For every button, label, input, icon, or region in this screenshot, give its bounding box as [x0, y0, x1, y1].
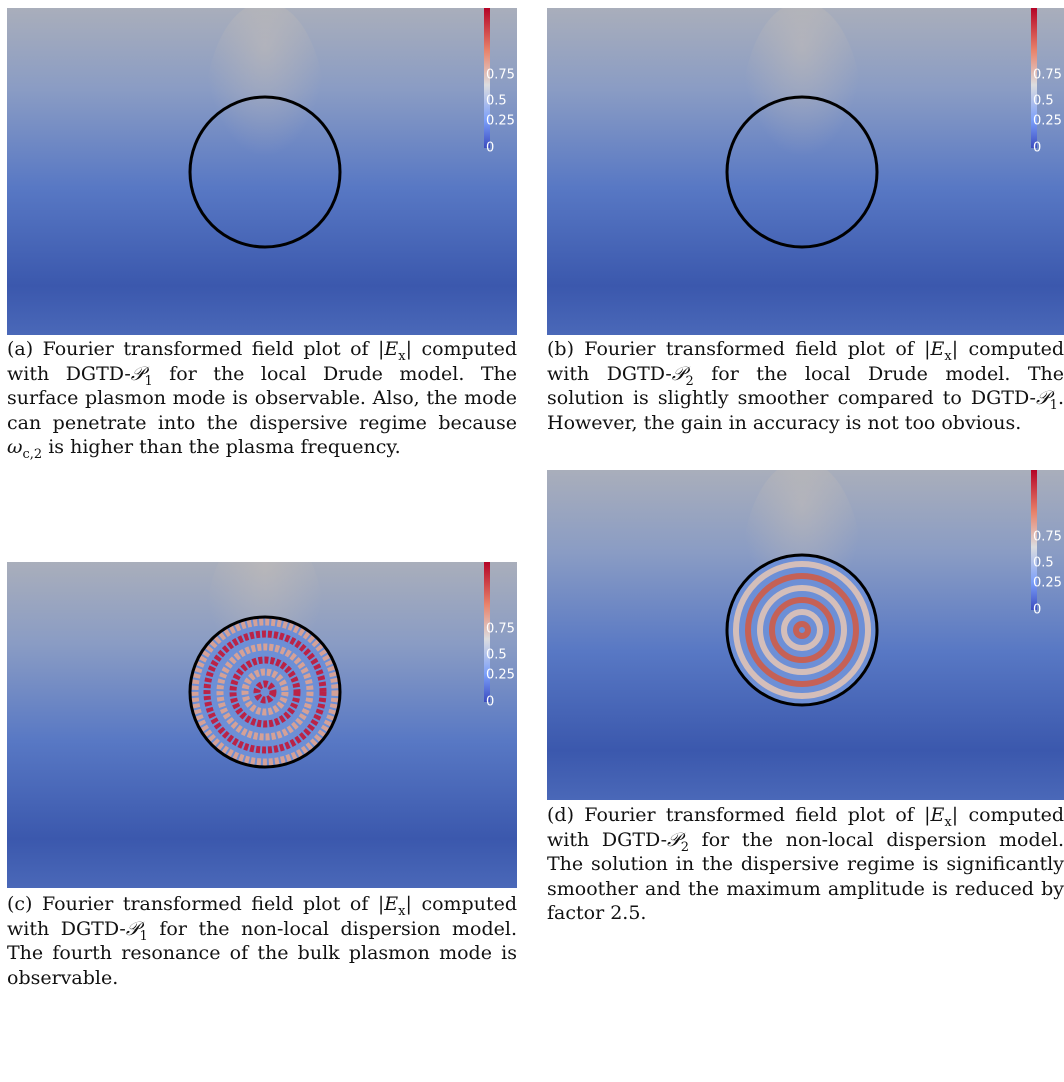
caption-text: E [930, 338, 945, 360]
scatterer-fill [191, 618, 339, 766]
caption-text: 𝒫 [1035, 387, 1050, 409]
colorbar [1031, 8, 1037, 148]
caption-text: 2 [685, 373, 694, 389]
scatterer-outline [188, 95, 342, 249]
field-plot: 0.75 0.5 0.25 0 [547, 8, 1064, 335]
caption-text: | computed with DGTD- [7, 893, 517, 940]
caption-text: for the local Drude model. The surface p… [7, 362, 518, 434]
caption: (d) Fourier transformed field plot of |E… [547, 803, 1064, 926]
resonance-ring [253, 680, 277, 704]
caption-text: E [930, 804, 945, 826]
caption-text: for the local Drude model. The solution … [547, 362, 1064, 410]
colorbar [484, 8, 490, 148]
caption-text: 𝒫 [671, 362, 686, 385]
colorbar-label: 0 [486, 695, 494, 710]
resonance-ring [216, 643, 314, 741]
caption-text: (d) Fourier transformed field plot of | [547, 804, 931, 826]
caption: (b) Fourier transformed field plot of |E… [547, 337, 1064, 435]
field-plot: 0.75 0.5 0.25 0 [7, 8, 517, 335]
colorbar-label: 0.25 [486, 114, 515, 129]
caption-text: (a) Fourier transformed field plot of | [7, 338, 385, 360]
colorbar-label: 0.5 [1033, 94, 1054, 109]
caption-text: (b) Fourier transformed field plot of | [547, 338, 931, 360]
resonance-ring [229, 656, 301, 728]
caption-text: 1 [139, 928, 148, 944]
caption-text: for the non-local dispersion model. The … [7, 917, 517, 989]
caption-text: c,2 [22, 446, 43, 462]
colorbar-label: 0 [1033, 603, 1041, 618]
colorbar [1031, 470, 1037, 610]
caption-text: 𝒫 [130, 362, 145, 385]
caption-text: 1 [1049, 397, 1058, 413]
colorbar-label: 0 [486, 141, 494, 156]
resonance-ring [241, 668, 289, 716]
caption: (c) Fourier transformed field plot of |E… [7, 892, 517, 990]
resonance-ring [733, 561, 871, 699]
colorbar-label: 0.5 [1033, 556, 1054, 571]
caption-text: 𝒫 [667, 828, 681, 851]
caption-text: E [384, 338, 399, 360]
scatterer-outline [188, 615, 342, 769]
resonance-ring [793, 621, 811, 639]
colorbar-label: 0.25 [1033, 114, 1062, 129]
caption-text: ω [7, 436, 23, 458]
caption-text: for the non-local dispersion model. The … [547, 828, 1064, 925]
caption-text: (c) Fourier transformed field plot of | [7, 893, 385, 915]
resonance-ring [203, 630, 327, 754]
colorbar-label: 0.75 [1033, 530, 1062, 545]
colorbar-label: 0 [1033, 141, 1041, 156]
caption-text: is higher than the plasma frequency. [42, 436, 401, 458]
colorbar-label: 0.25 [1033, 576, 1062, 591]
caption-text: | computed with DGTD- [7, 338, 517, 385]
field-glow [205, 8, 325, 222]
caption-text: x [944, 348, 952, 364]
caption-text: | computed with DGTD- [547, 338, 1064, 385]
colorbar-label: 0.75 [486, 622, 515, 637]
colorbar-label: 0.5 [486, 94, 507, 109]
resonance-ring [769, 597, 835, 663]
resonance-ring [191, 618, 339, 766]
caption-text: 𝒫 [125, 917, 140, 940]
caption-text: . However, the gain in accuracy is not t… [547, 387, 1064, 434]
colorbar [484, 562, 490, 702]
resonance-ring [745, 573, 859, 687]
caption-text: x [944, 814, 952, 830]
colorbar-label: 0.75 [486, 68, 515, 83]
field-plot: 0.75 0.5 0.25 0 [547, 470, 1064, 800]
caption: (a) Fourier transformed field plot of |E… [7, 337, 518, 462]
caption-text: 1 [144, 373, 153, 389]
field-glow [742, 8, 862, 222]
colorbar-label: 0.75 [1033, 68, 1062, 83]
caption-text: x [398, 903, 406, 919]
caption-text: | computed with DGTD- [547, 804, 1064, 851]
field-plot: 0.75 0.5 0.25 0 [7, 562, 517, 888]
caption-text: E [384, 893, 399, 915]
caption-text: 2 [680, 839, 689, 855]
colorbar-label: 0.25 [486, 668, 515, 683]
resonance-ring [781, 609, 823, 651]
scatterer-outline [725, 95, 879, 249]
caption-text: x [398, 348, 406, 364]
resonance-ring [757, 585, 847, 675]
scatterer-outline [725, 553, 879, 707]
colorbar-label: 0.5 [486, 648, 507, 663]
